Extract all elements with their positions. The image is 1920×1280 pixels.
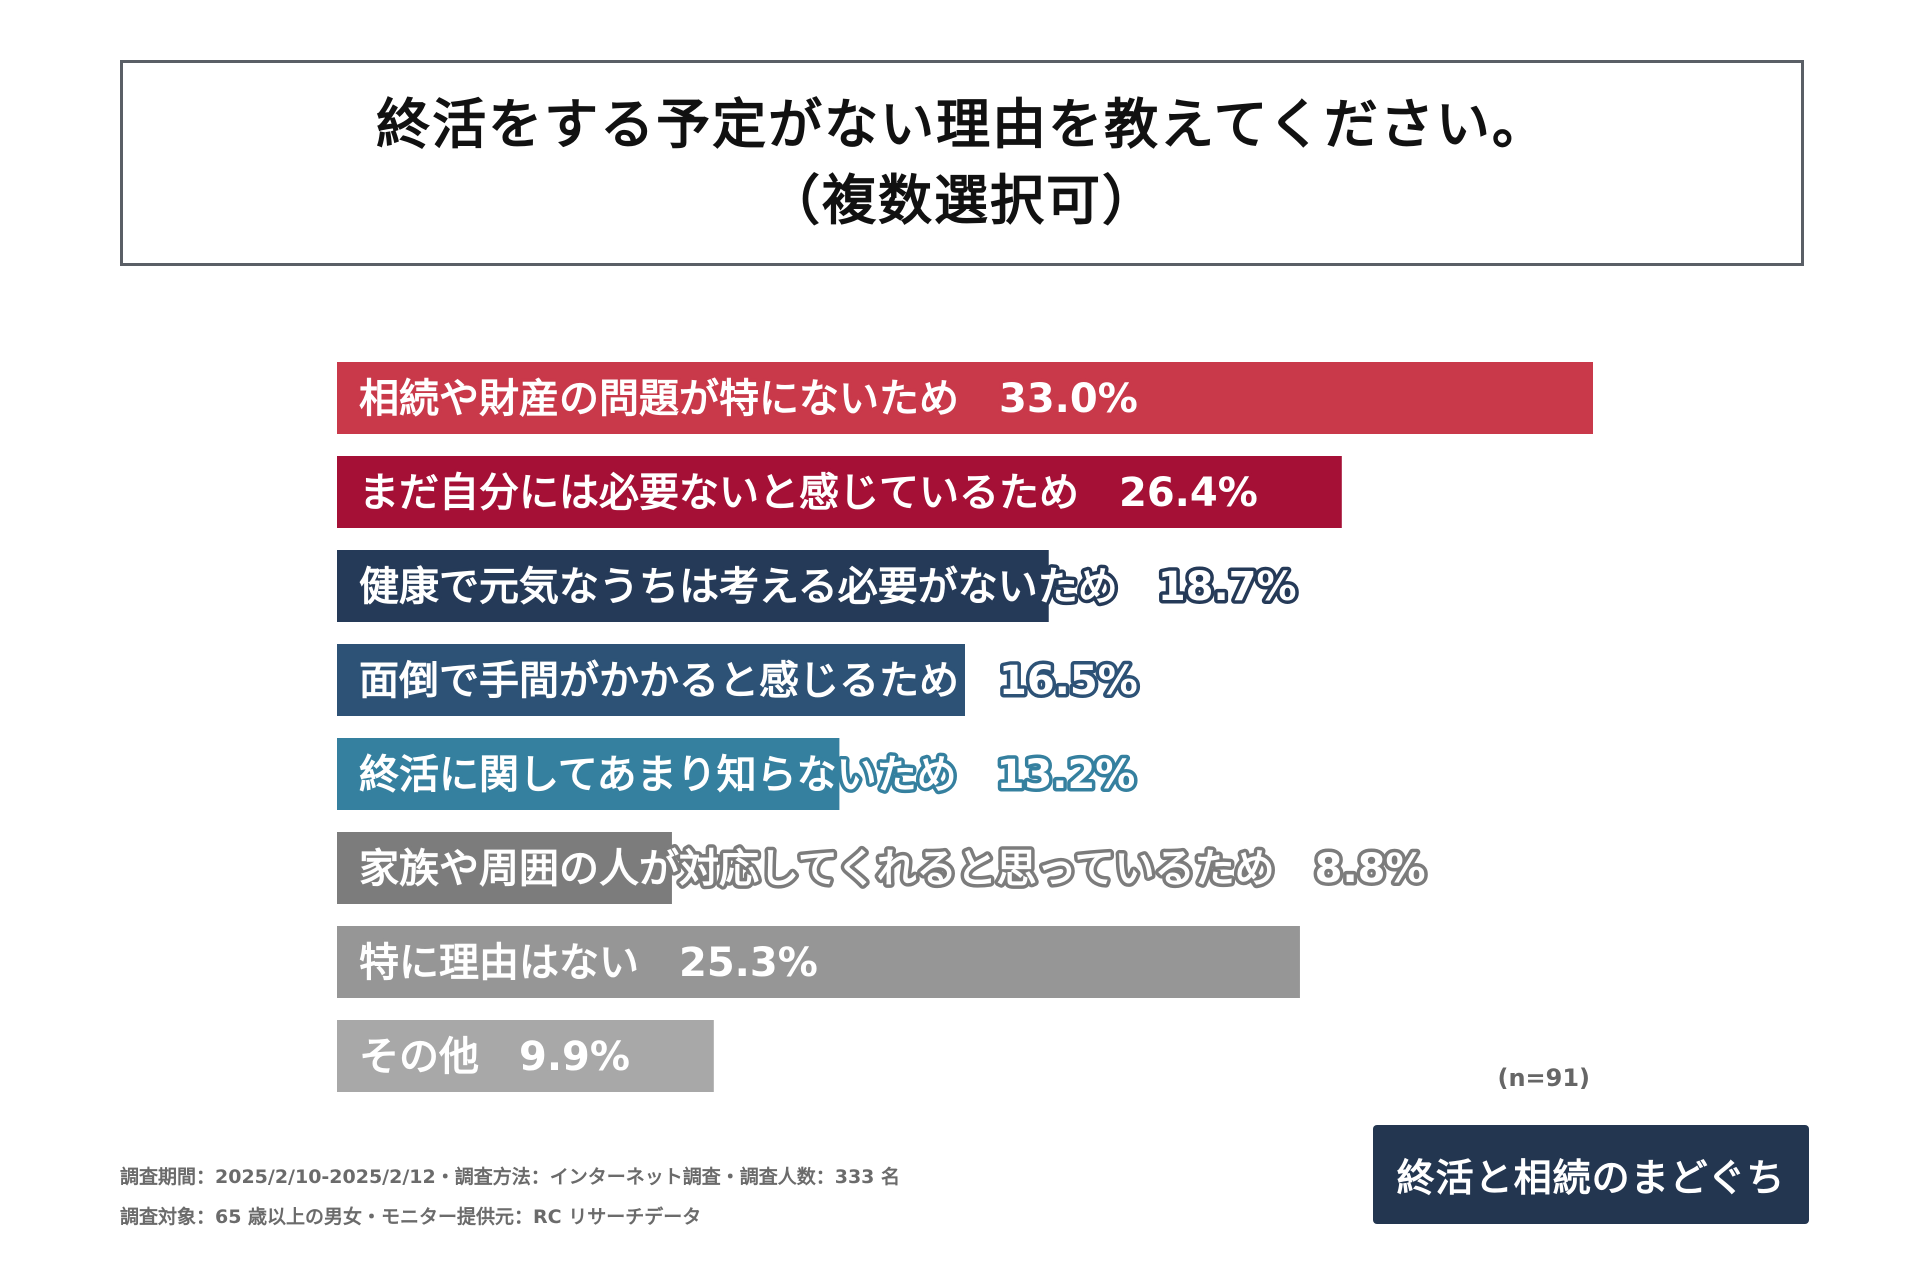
survey-info-line-2: 調査対象：65 歳以上の男女・モニター提供元：RC リサーチデータ [120, 1206, 702, 1228]
value-label-4: 16.5% [999, 658, 1138, 704]
bar-label-4: 面倒で手間がかかると感じるため 16.5% [359, 658, 1138, 704]
value-label-3: 18.7% [1158, 564, 1297, 610]
bar-label-2: まだ自分には必要ないと感じているため 26.4% [359, 470, 1258, 516]
bar-3 [337, 550, 1049, 622]
chart-title-line-1: 終活をする予定がない理由を教えてください。 [376, 93, 1548, 156]
bar-label-8: その他 9.9% [359, 1034, 630, 1080]
value-label-2: 26.4% [1119, 470, 1258, 516]
category-label-4: 面倒で手間がかかると感じるため [359, 658, 999, 704]
category-label-7: 特に理由はない [359, 940, 679, 986]
value-label-1: 33.0% [999, 376, 1138, 422]
chart-title-line-2: （複数選択可） [766, 169, 1158, 232]
bar-label-3: 健康で元気なうちは考える必要がないため 18.7% [359, 564, 1297, 610]
bar-6 [337, 832, 672, 904]
category-label-2: まだ自分には必要ないと感じているため [359, 470, 1119, 516]
brand-logo-text: 終活と相続のまどぐち [1396, 1156, 1786, 1200]
title-box: 終活をする予定がない理由を教えてください。 （複数選択可） [120, 60, 1804, 266]
value-label-5: 13.2% [997, 752, 1136, 798]
value-label-8: 9.9% [519, 1034, 630, 1080]
bar-label-5: 終活に関してあまり知らないため 13.2% [359, 752, 1135, 798]
bar-label-1: 相続や財産の問題が特にないため 33.0% [359, 376, 1138, 422]
sample-size-note: (n=91) [1497, 1064, 1590, 1092]
brand-logo: 終活と相続のまどぐち [1373, 1125, 1809, 1224]
category-label-3: 健康で元気なうちは考える必要がないため [359, 564, 1158, 610]
survey-info-line-1: 調査期間：2025/2/10-2025/2/12・調査方法：インターネット調査・… [120, 1166, 901, 1188]
bar-5 [337, 738, 840, 810]
bar-label-7: 特に理由はない 25.3% [359, 940, 818, 986]
bar-1 [337, 362, 1593, 434]
value-label-6: 8.8% [1315, 846, 1426, 892]
bar-8 [337, 1020, 714, 1092]
bar-2 [337, 456, 1342, 528]
category-label-8: その他 [359, 1034, 519, 1080]
category-label-6: 家族や周囲の人が対応してくれると思っているため [359, 846, 1315, 892]
bar-label-6: 家族や周囲の人が対応してくれると思っているため 8.8% [359, 846, 1426, 892]
value-label-7: 25.3% [679, 940, 818, 986]
bar-4 [337, 644, 965, 716]
category-label-1: 相続や財産の問題が特にないため [359, 376, 999, 422]
category-label-5: 終活に関してあまり知らないため [359, 752, 997, 798]
bar-7 [337, 926, 1300, 998]
